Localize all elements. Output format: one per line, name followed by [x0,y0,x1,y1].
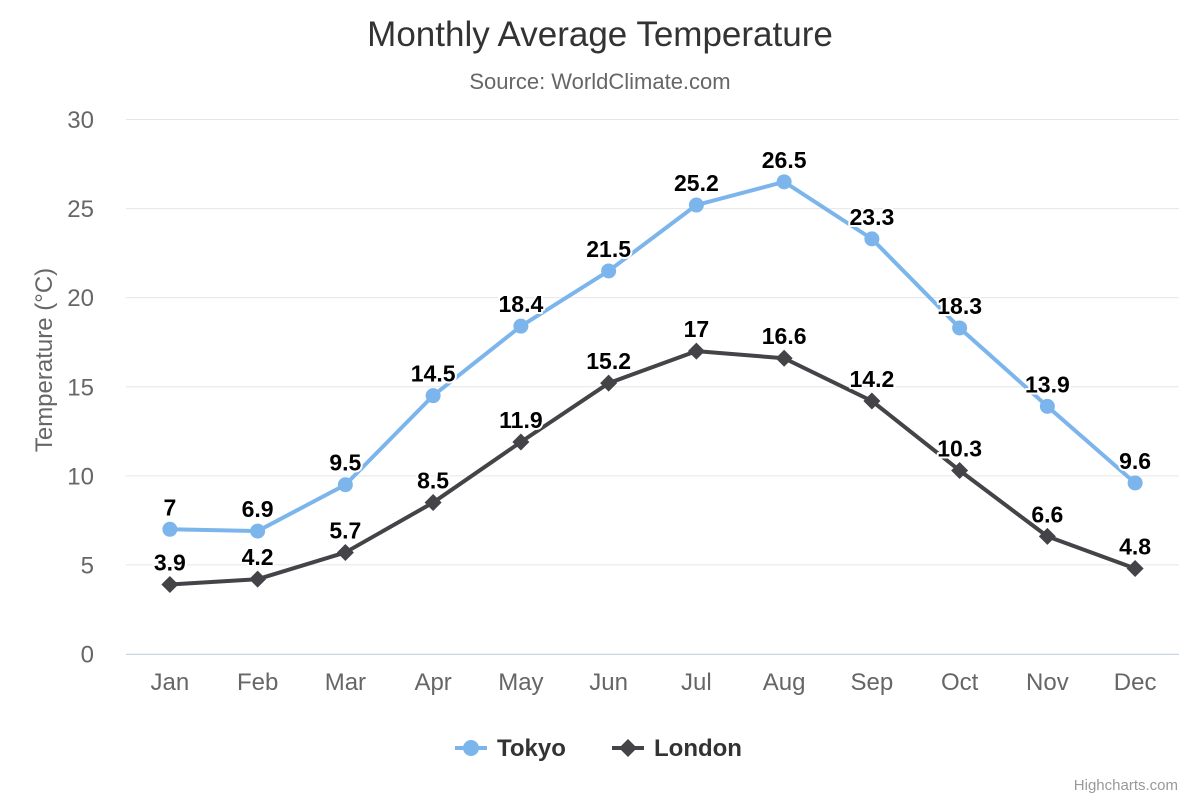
plot-area: 7 6.9 9.5 14.5 18.4 21.5 25.2 26.5 23.3 18.3 13.9 9… [152,145,1153,594]
diamond-icon [619,739,637,757]
x-axis-tick-label-nov: Nov [1026,669,1069,696]
data-label: 9.5 [329,450,361,476]
y-axis-tick-label: 0 [81,642,94,669]
data-label: 26.5 [762,147,807,173]
data-label: 15.2 [586,348,631,374]
data-point-marker-london[interactable] [951,461,969,479]
x-axis-tick-label-aug: Aug [763,669,806,696]
y-axis-tick-label: 5 [81,552,94,579]
x-axis-tick-label-may: May [498,669,543,696]
data-label: 23.3 [849,204,894,230]
data-label: 6.6 [1031,501,1063,527]
y-axis-tick-label: 25 [67,196,94,223]
data-label: 18.3 [937,293,982,319]
data-point-marker-tokyo[interactable] [864,231,880,247]
chart-title: Monthly Average Temperature [367,15,833,54]
data-point-marker-tokyo[interactable] [337,477,353,493]
y-axis-tick-label: 30 [67,107,94,134]
data-point-marker-tokyo[interactable] [952,320,968,336]
legend-item-london[interactable]: London [612,735,742,762]
data-label: 16.6 [762,323,807,349]
x-axis-tick-label-sep: Sep [851,669,894,696]
x-axis-tick-label-jun: Jun [589,669,628,696]
data-point-marker-london[interactable] [687,342,705,360]
series-tokyo: 7 6.9 9.5 14.5 18.4 21.5 25.2 26.5 23.3 18.3 13.9 9… [161,145,1153,539]
series-line-london [167,349,1138,587]
data-point-marker-tokyo[interactable] [601,263,617,279]
legend: Tokyo London [455,735,742,762]
data-label: 6.9 [242,496,274,522]
data-label: 7 [163,494,176,520]
series-london: 3.9 4.2 5.7 8.5 11.9 15.2 17 16.6 14.2 10.3 6.6 4.8 [152,314,1153,594]
x-axis-labels: Jan Feb Mar Apr May Jun Jul Aug Sep Oct Nov Dec [151,669,1157,696]
data-point-marker-london[interactable] [336,543,354,561]
data-label: 14.2 [849,366,894,392]
data-label: 21.5 [586,236,631,262]
y-axis-title: Temperature (°C) [31,268,58,452]
data-point-marker-london[interactable] [424,494,442,512]
x-axis-tick-label-jan: Jan [151,669,190,696]
data-label: 4.2 [242,544,274,570]
data-point-marker-london[interactable] [161,576,179,594]
y-axis-tick-label: 10 [67,463,94,490]
data-point-marker-london[interactable] [1038,527,1056,545]
chart-subtitle: Source: WorldClimate.com [469,69,730,94]
legend-label: London [654,735,742,762]
credits-link[interactable]: Highcharts.com [1074,777,1178,794]
data-point-marker-tokyo[interactable] [688,197,704,213]
data-label: 18.4 [498,291,543,317]
data-label: 3.9 [154,550,186,576]
data-point-marker-london[interactable] [1126,559,1144,577]
data-label: 4.8 [1119,533,1151,559]
data-label: 17 [684,316,710,342]
data-point-marker-tokyo[interactable] [162,521,178,537]
data-point-marker-london[interactable] [863,392,881,410]
legend-item-tokyo[interactable]: Tokyo [455,735,566,762]
legend-label: Tokyo [497,735,566,762]
data-point-marker-london[interactable] [512,433,530,451]
x-axis-tick-label-oct: Oct [941,669,979,696]
data-label: 11.9 [499,407,543,433]
data-point-marker-tokyo[interactable] [776,174,792,190]
data-label: 10.3 [937,435,982,461]
data-point-marker-tokyo[interactable] [513,318,529,334]
data-point-marker-tokyo[interactable] [250,523,266,539]
circle-icon [463,740,479,756]
data-point-marker-tokyo[interactable] [1039,398,1055,414]
x-axis-tick-label-jul: Jul [681,669,712,696]
data-point-marker-tokyo[interactable] [1127,475,1143,491]
y-axis-tick-label: 20 [67,285,94,312]
data-point-marker-tokyo[interactable] [425,388,441,404]
data-label: 9.6 [1119,448,1151,474]
data-label: 5.7 [329,517,361,543]
x-axis-tick-label-dec: Dec [1114,669,1157,696]
x-axis-tick-label-mar: Mar [325,669,366,696]
series-line-tokyo [167,179,1138,534]
data-label: 25.2 [674,170,719,196]
data-label: 13.9 [1025,371,1070,397]
data-label: 8.5 [417,468,449,494]
x-axis-tick-label-feb: Feb [237,669,278,696]
data-label: 14.5 [411,361,456,387]
y-axis-tick-label: 15 [67,374,94,401]
x-axis-tick-label-apr: Apr [414,669,451,696]
y-axis-labels: 0 5 10 15 20 25 30 [67,107,94,669]
data-point-marker-london[interactable] [775,349,793,367]
data-point-marker-london[interactable] [600,374,618,392]
data-point-marker-london[interactable] [249,570,267,588]
